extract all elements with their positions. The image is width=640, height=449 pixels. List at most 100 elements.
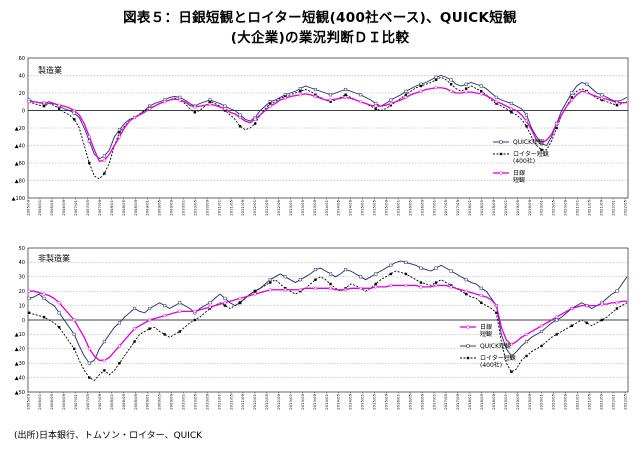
data-point-reuters: [88, 161, 91, 165]
data-point-boj: [343, 288, 348, 292]
y-tick-label: ▲10: [15, 332, 25, 338]
y-tick-label: 0: [22, 108, 25, 114]
x-tick-label: 2011/09: [240, 393, 245, 409]
data-point-quick: [404, 89, 408, 93]
data-point-boj: [359, 100, 363, 104]
x-tick-label: 2012/09: [276, 199, 281, 215]
data-point-reuters: [525, 125, 528, 128]
data-point-reuters: [510, 370, 513, 374]
data-point-reuters: [525, 354, 528, 358]
data-point-boj: [178, 309, 182, 314]
x-tick-label: 2012/05: [264, 199, 269, 215]
data-point-quick: [464, 278, 468, 282]
data-point-quick: [570, 91, 574, 95]
data-point-boj: [509, 342, 514, 347]
data-point-reuters: [540, 148, 543, 152]
data-point-boj: [223, 107, 227, 111]
x-tick-label: 2016/09: [419, 393, 424, 409]
data-point-quick: [344, 87, 348, 92]
x-tick-label: 2016/09: [419, 199, 424, 215]
data-point-reuters: [299, 90, 302, 93]
data-point-boj: [283, 288, 287, 292]
data-point-boj: [298, 288, 303, 292]
x-tick-label: 2013/09: [312, 393, 317, 409]
data-point-boj: [178, 98, 182, 102]
x-tick-label: 2021/05: [586, 393, 591, 409]
data-point-reuters: [555, 333, 558, 336]
x-tick-label: 2018/09: [491, 199, 496, 215]
data-point-quick: [102, 154, 106, 158]
data-point-boj: [554, 315, 559, 319]
legend-label-reuters: ロイター短観: [480, 354, 516, 362]
x-tick-label: 2017/09: [455, 393, 460, 409]
x-tick-label: 2016/05: [407, 393, 412, 409]
legend-label-quick: QUICK短観: [513, 138, 544, 146]
data-point-reuters: [223, 109, 227, 112]
data-point-reuters: [495, 311, 498, 314]
y-tick-label: 40: [19, 260, 25, 266]
data-point-reuters: [193, 318, 197, 322]
x-tick-label: 2021/05: [586, 199, 591, 215]
data-point-boj: [72, 108, 76, 113]
x-tick-label: 2009/05: [157, 393, 162, 409]
data-point-boj: [313, 94, 318, 99]
data-point-boj: [419, 285, 423, 289]
data-point-boj: [193, 309, 197, 314]
data-point-quick: [328, 93, 333, 97]
panel-label: 非製造業: [38, 253, 70, 263]
legend-label-boj: 日銀: [513, 169, 525, 177]
x-tick-label: 2013/09: [312, 199, 317, 215]
data-point-quick: [585, 82, 589, 86]
y-tick-label: ▲50: [15, 390, 25, 396]
x-tick-label: 2019/09: [527, 199, 532, 215]
x-tick-label: 2007/05: [85, 199, 90, 215]
x-tick-label: 2005/09: [25, 199, 30, 215]
x-tick-label: 2008/05: [121, 393, 126, 409]
data-point-reuters: [73, 118, 76, 121]
data-point-boj: [102, 158, 107, 163]
data-point-boj: [238, 296, 242, 301]
data-point-boj: [600, 96, 604, 100]
x-tick-label: 2015/05: [372, 393, 377, 409]
data-point-quick: [434, 75, 438, 79]
data-point-boj: [163, 314, 167, 318]
x-tick-label: 2006/05: [49, 393, 54, 409]
data-point-quick: [449, 78, 453, 82]
y-tick-label: 50: [19, 246, 25, 252]
data-point-boj: [464, 289, 468, 293]
y-tick-label: 20: [19, 91, 25, 97]
data-point-reuters: [374, 107, 377, 110]
x-tick-label: 2018/09: [491, 393, 496, 409]
data-point-quick: [434, 266, 438, 270]
data-point-reuters: [148, 327, 151, 330]
x-tick-label: 2021/09: [598, 393, 603, 409]
data-point-reuters: [208, 100, 212, 103]
x-tick-label: 2012/09: [276, 393, 281, 409]
x-tick-label: 2020/05: [551, 199, 556, 215]
data-point-quick: [268, 278, 272, 282]
data-point-boj: [102, 358, 107, 362]
data-point-boj: [374, 104, 378, 108]
data-point-reuters: [118, 131, 121, 134]
data-point-quick: [238, 113, 242, 117]
data-point-quick: [464, 82, 468, 86]
x-tick-label: 2010/09: [204, 199, 209, 215]
data-point-quick: [359, 93, 363, 97]
data-point-boj: [389, 283, 393, 288]
data-point-quick: [524, 113, 529, 117]
data-point-quick: [298, 87, 302, 91]
chart-title-line-1: 図表５：日銀短観とロイター短観(400社ベース)、QUICK短観: [123, 10, 517, 26]
x-tick-label: 2007/01: [73, 199, 78, 215]
data-point-boj: [193, 105, 197, 109]
x-tick-label: 2021/01: [575, 199, 580, 215]
data-point-reuters: [404, 272, 408, 276]
x-tick-label: 2009/09: [169, 393, 174, 409]
x-tick-label: 2017/05: [443, 199, 448, 215]
data-point-boj: [343, 95, 348, 100]
data-point-reuters: [570, 96, 573, 99]
data-point-reuters: [73, 347, 76, 350]
x-tick-label: 2013/01: [288, 393, 293, 409]
data-point-quick: [117, 128, 122, 132]
data-point-boj: [539, 324, 544, 328]
